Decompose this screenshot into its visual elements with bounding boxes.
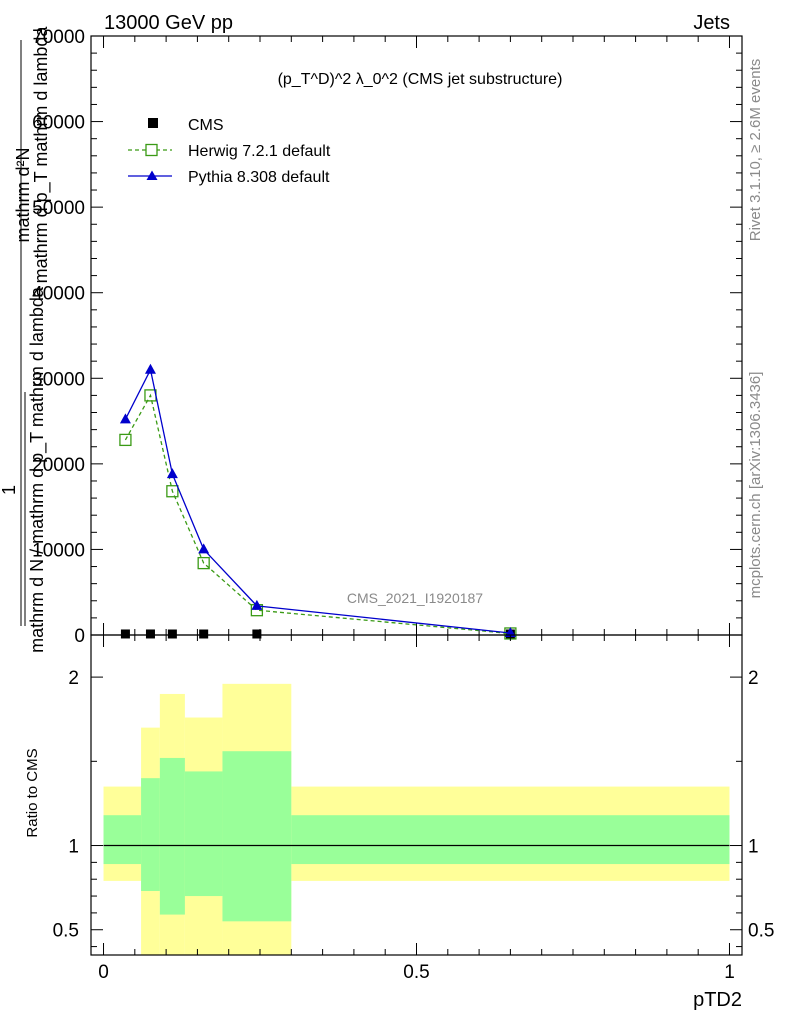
ratio-y-axis-label: Ratio to CMS xyxy=(24,748,41,837)
cms-data-point xyxy=(199,629,209,639)
x-axis-label: pTD2 xyxy=(693,989,742,1011)
ratio-band-inner xyxy=(184,771,223,897)
legend-pythia-marker xyxy=(146,170,158,180)
herwig-data-point xyxy=(166,485,179,498)
chart-title: (p_T^D)^2 λ_0^2 (CMS jet substructure) xyxy=(278,71,563,88)
y-label-denominator: mathrm d N / mathrm d p_T mathrm d lambd… xyxy=(27,286,48,653)
legend-cms-marker xyxy=(148,118,158,128)
mcplots-label: mcplots.cern.ch [arXiv:1306.3436] xyxy=(747,372,764,599)
main-y-tick-label: 50000 xyxy=(32,198,85,219)
rivet-version-label: Rivet 3.1.10, ≥ 2.6M events xyxy=(747,59,764,242)
pythia-data-point xyxy=(166,468,178,479)
analysis-watermark: CMS_2021_I1920187 xyxy=(347,590,483,606)
y-label-overlap: mathrm d p_T mathrm d lambda xyxy=(31,26,52,284)
ratio-axes: 0.5 0.5 1 1 2 2 0 0.5 1 xyxy=(53,634,774,983)
main-y-tick-label: 10000 xyxy=(32,540,85,561)
x-tick-label: 0 xyxy=(98,962,109,983)
header-jets-label: Jets xyxy=(693,12,730,34)
ratio-y-tick-label: 2 xyxy=(68,668,79,689)
ratio-band-inner xyxy=(222,751,292,922)
pythia-data-point xyxy=(144,363,156,374)
pythia-data-point xyxy=(198,543,210,554)
main-series-layer xyxy=(119,363,517,640)
y-label-fraction-one: 1 xyxy=(0,485,19,495)
ratio-y-tick-label-right: 1 xyxy=(748,837,759,858)
cms-data-point xyxy=(120,629,130,639)
main-y-tick-label: 0 xyxy=(74,626,85,647)
header-energy-label: 13000 GeV pp xyxy=(104,12,233,34)
x-tick-label: 0.5 xyxy=(403,962,429,983)
ratio-y-tick-label: 0.5 xyxy=(53,921,79,942)
pythia-data-point xyxy=(119,413,131,424)
ratio-band-inner xyxy=(141,778,160,891)
ratio-y-tick-label: 1 xyxy=(68,837,79,858)
main-y-tick-label: 30000 xyxy=(32,369,85,390)
series-line-2 xyxy=(124,367,511,634)
cms-data-point xyxy=(145,629,155,639)
ratio-band-inner xyxy=(103,815,142,865)
legend-herwig-label: Herwig 7.2.1 default xyxy=(188,143,331,160)
ratio-panel xyxy=(103,683,730,955)
cms-data-point xyxy=(167,629,177,639)
ratio-band-inner xyxy=(291,815,730,865)
legend-cms-label: CMS xyxy=(188,117,224,134)
herwig-data-point xyxy=(119,433,132,447)
legend: CMS Herwig 7.2.1 default Pythia 8.308 de… xyxy=(128,117,331,186)
main-y-axis-label: mathrm d²N mathrm d p_T mathrm d lambda … xyxy=(0,26,52,653)
herwig-data-point xyxy=(197,556,210,570)
main-y-tick-label: 60000 xyxy=(32,113,85,134)
main-y-tick-label: 20000 xyxy=(32,455,85,476)
legend-herwig-marker xyxy=(145,143,158,157)
main-y-tick-label: 40000 xyxy=(32,284,85,305)
x-tick-label: 1 xyxy=(724,962,735,983)
ratio-band-inner xyxy=(159,757,185,915)
main-panel: 0 10000 20000 30000 40000 50000 60000 70000 xyxy=(32,27,743,647)
ratio-y-tick-label-right: 0.5 xyxy=(748,921,774,942)
main-y-tick-label: 70000 xyxy=(32,27,85,48)
ratio-y-tick-label-right: 2 xyxy=(748,668,759,689)
cms-data-point xyxy=(252,629,262,639)
series-line-1 xyxy=(124,393,511,635)
y-label-numerator: mathrm d²N xyxy=(13,147,33,242)
pythia-data-point xyxy=(251,599,263,610)
legend-pythia-label: Pythia 8.308 default xyxy=(188,169,330,186)
